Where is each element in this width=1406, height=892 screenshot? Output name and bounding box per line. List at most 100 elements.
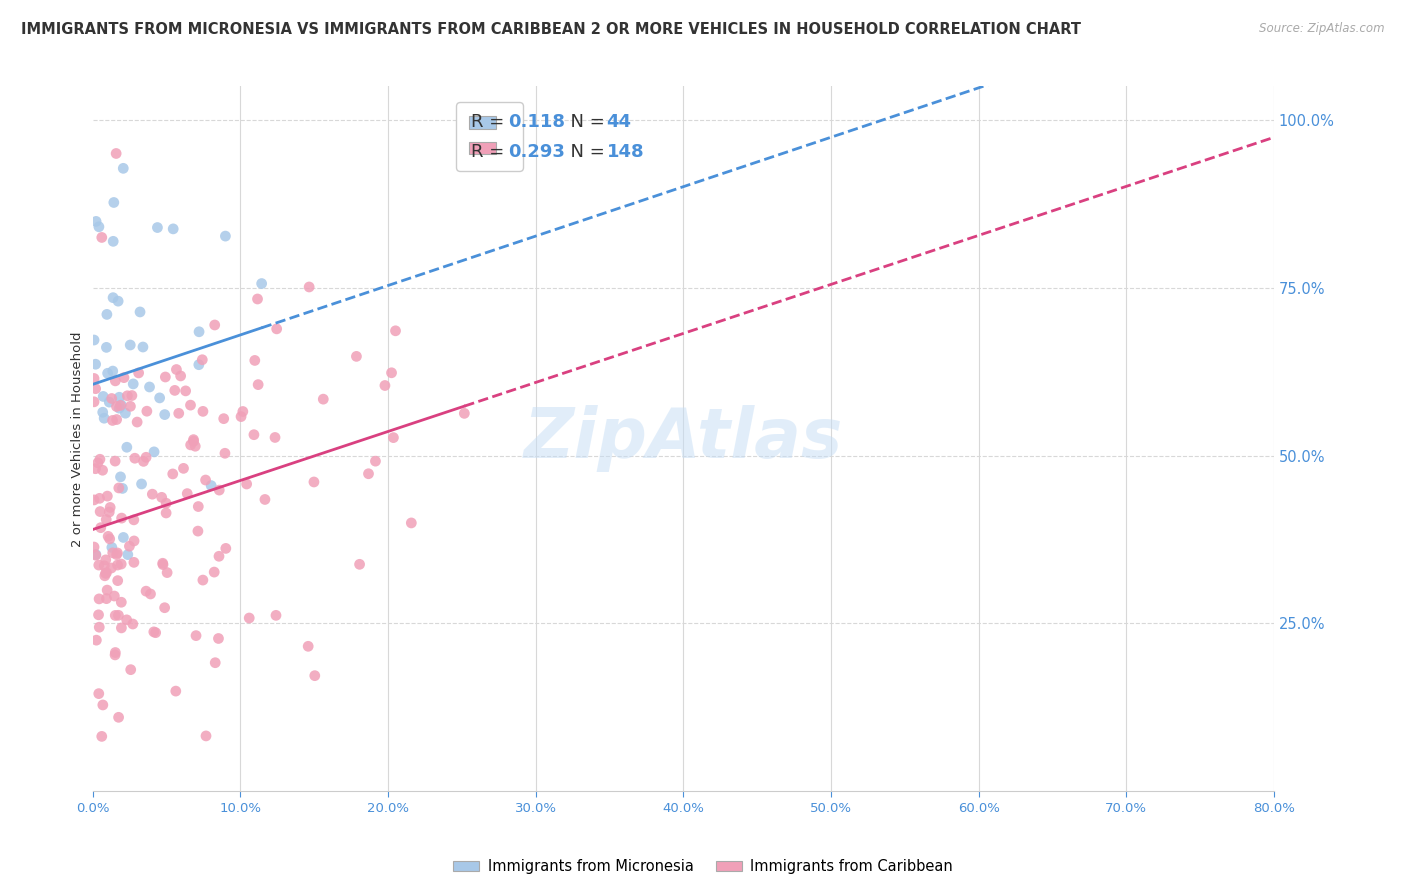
- Point: [184, 439, 207, 453]
- Point: [110, 399, 132, 413]
- Point: [117, 548, 139, 562]
- Point: [107, 294, 129, 309]
- Point: [200, 478, 222, 492]
- Point: [84, 461, 107, 475]
- Point: [105, 412, 128, 426]
- Text: IMMIGRANTS FROM MICRONESIA VS IMMIGRANTS FROM CARIBBEAN 2 OR MORE VEHICLES IN HO: IMMIGRANTS FROM MICRONESIA VS IMMIGRANTS…: [21, 22, 1081, 37]
- Legend: Immigrants from Micronesia, Immigrants from Caribbean: Immigrants from Micronesia, Immigrants f…: [447, 854, 959, 880]
- Point: [108, 401, 131, 416]
- Point: [103, 589, 125, 603]
- Point: [112, 370, 135, 384]
- Point: [180, 438, 202, 452]
- Point: [87, 607, 110, 622]
- Point: [87, 687, 110, 701]
- Point: [91, 405, 114, 419]
- Point: [84, 357, 107, 371]
- Point: [101, 541, 124, 555]
- Point: [135, 404, 157, 418]
- Point: [105, 400, 128, 414]
- Point: [104, 454, 127, 468]
- Point: [111, 482, 134, 496]
- Point: [214, 446, 236, 460]
- Point: [266, 322, 288, 336]
- Point: [124, 451, 146, 466]
- Point: [84, 548, 107, 562]
- Point: [179, 398, 201, 412]
- Text: 0.118: 0.118: [509, 112, 565, 130]
- Point: [297, 640, 319, 654]
- Point: [122, 513, 145, 527]
- Text: 148: 148: [606, 143, 644, 161]
- Point: [132, 340, 155, 354]
- Point: [120, 338, 142, 352]
- Point: [135, 584, 157, 599]
- Point: [114, 406, 136, 420]
- Point: [83, 394, 105, 409]
- Text: R =: R =: [471, 143, 510, 161]
- Point: [401, 516, 423, 530]
- Point: [91, 698, 114, 712]
- Point: [298, 280, 321, 294]
- Point: [118, 539, 141, 553]
- Point: [250, 277, 273, 291]
- Point: [174, 384, 197, 398]
- Point: [98, 395, 121, 409]
- Point: [84, 214, 107, 228]
- Point: [162, 222, 184, 236]
- Point: [153, 408, 176, 422]
- Point: [120, 663, 142, 677]
- Point: [107, 710, 129, 724]
- Y-axis label: 2 or more Vehicles in Household: 2 or more Vehicles in Household: [72, 331, 84, 547]
- Point: [184, 629, 207, 643]
- Point: [131, 477, 153, 491]
- Point: [155, 496, 177, 510]
- Point: [115, 440, 138, 454]
- Point: [146, 220, 169, 235]
- Point: [195, 729, 218, 743]
- Point: [163, 384, 186, 398]
- Point: [110, 595, 132, 609]
- Point: [312, 392, 335, 406]
- Point: [104, 608, 127, 623]
- Point: [191, 573, 214, 587]
- Point: [214, 229, 236, 244]
- Point: [122, 533, 145, 548]
- Point: [204, 318, 226, 332]
- Point: [89, 452, 111, 467]
- Point: [194, 473, 217, 487]
- Point: [152, 558, 174, 572]
- Point: [90, 230, 112, 244]
- Point: [89, 491, 111, 506]
- Point: [91, 463, 114, 477]
- Point: [110, 557, 132, 571]
- Point: [141, 487, 163, 501]
- Point: [105, 146, 128, 161]
- Point: [121, 617, 143, 632]
- Point: [101, 291, 124, 305]
- Point: [238, 611, 260, 625]
- Point: [173, 461, 195, 475]
- Point: [104, 374, 127, 388]
- Point: [149, 391, 172, 405]
- Point: [101, 413, 124, 427]
- Point: [453, 406, 475, 420]
- Point: [87, 456, 110, 470]
- Point: [104, 648, 127, 662]
- Point: [120, 400, 142, 414]
- Point: [86, 633, 108, 648]
- Point: [110, 470, 132, 484]
- Point: [165, 684, 187, 698]
- Text: ZipAtlas: ZipAtlas: [523, 405, 844, 472]
- Point: [110, 621, 132, 635]
- Point: [183, 434, 205, 449]
- Point: [165, 362, 187, 376]
- Point: [104, 646, 127, 660]
- Point: [110, 398, 132, 412]
- Point: [139, 587, 162, 601]
- Point: [384, 324, 406, 338]
- Point: [112, 531, 135, 545]
- Point: [208, 483, 231, 497]
- Point: [90, 521, 112, 535]
- Point: [212, 411, 235, 425]
- Point: [215, 541, 238, 556]
